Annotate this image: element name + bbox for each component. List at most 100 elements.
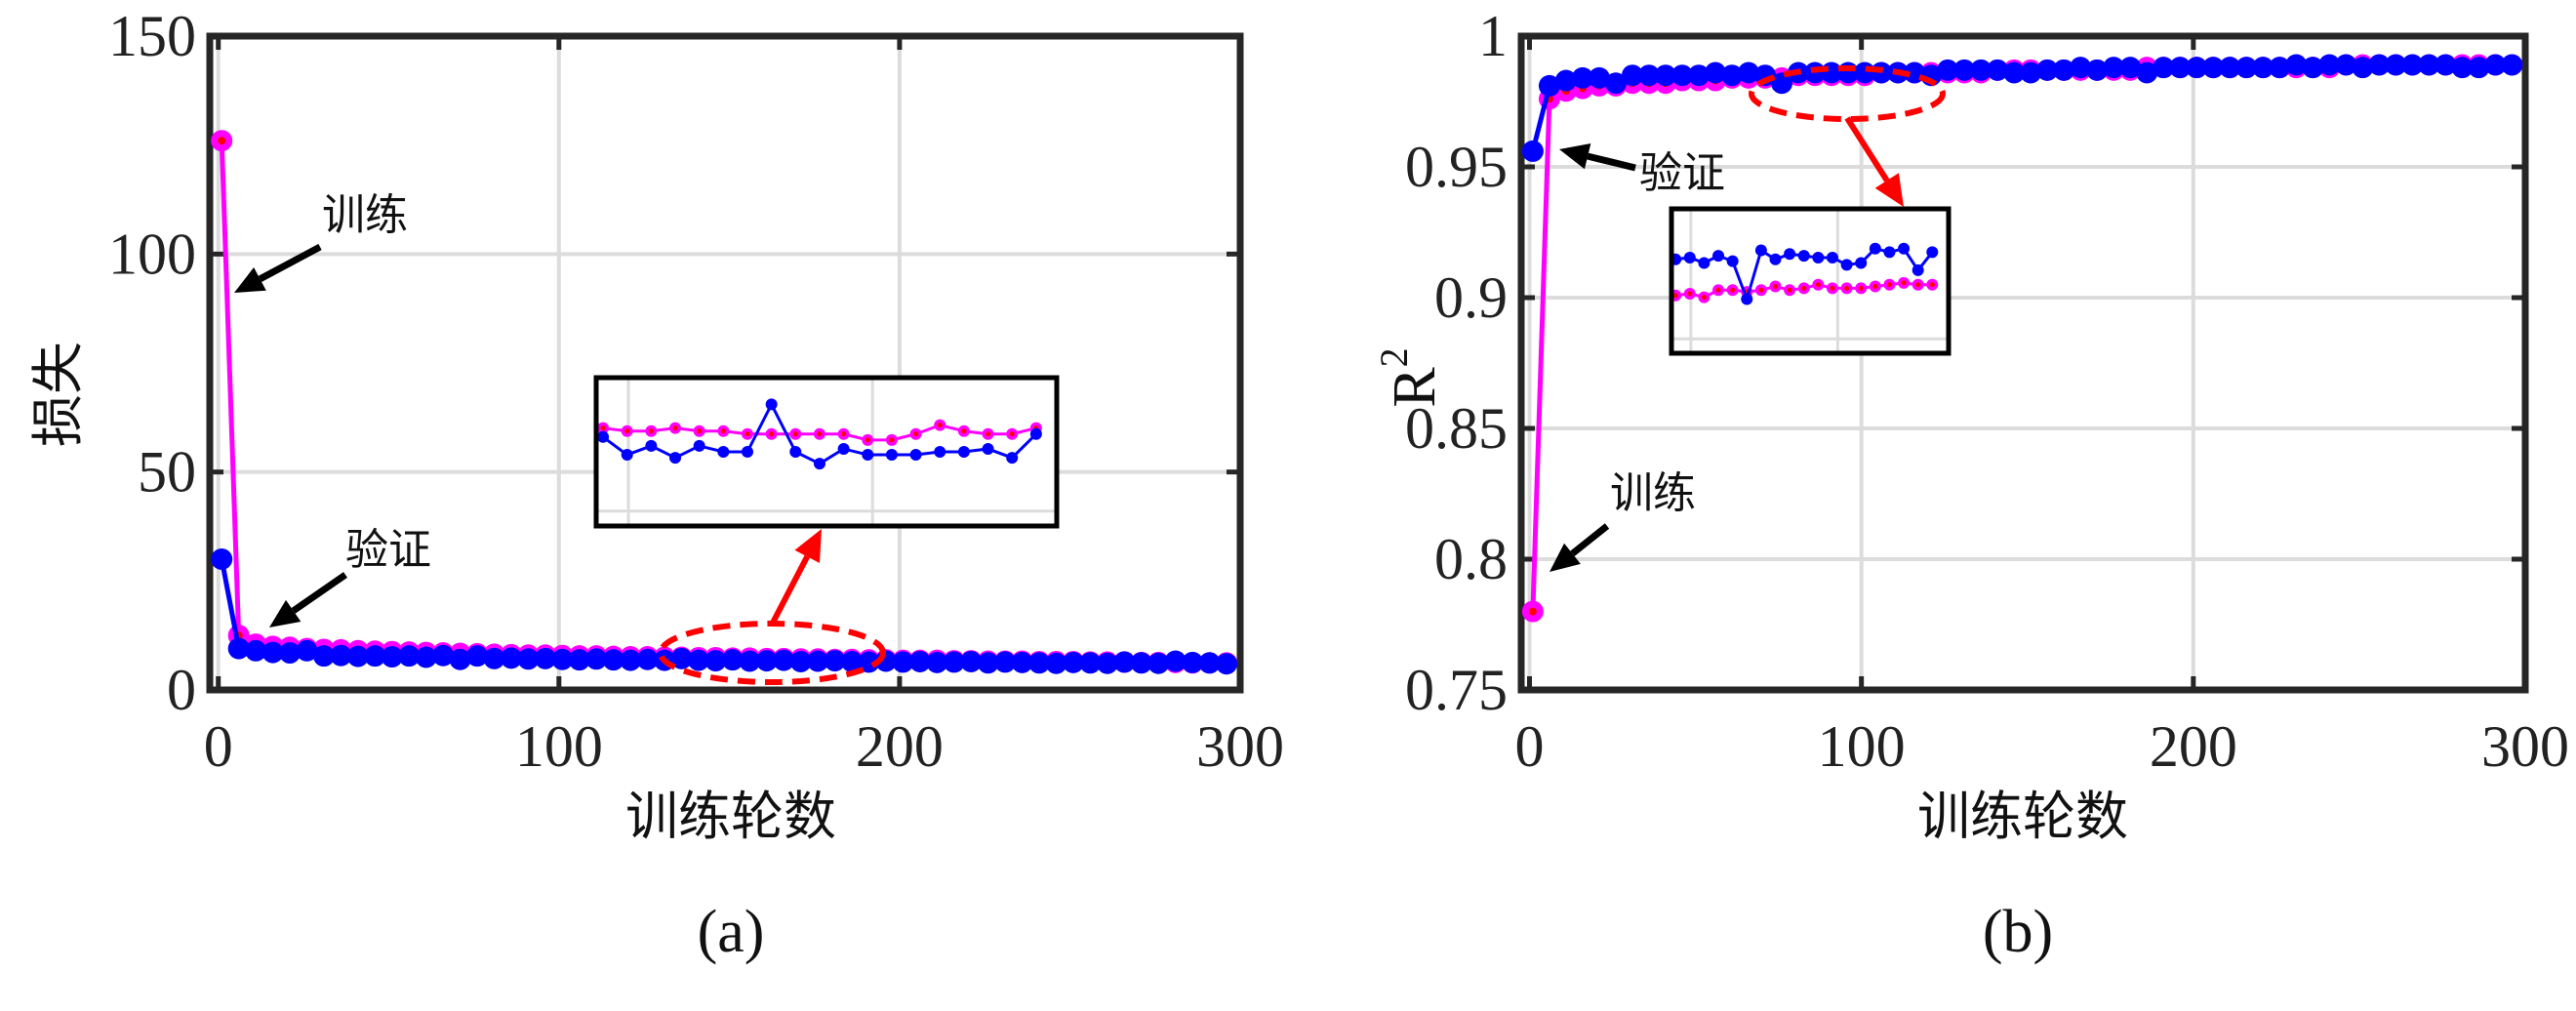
data-point-validation <box>2435 54 2457 76</box>
inset-point-validation <box>982 442 994 455</box>
data-point-validation <box>2269 57 2291 79</box>
inset-point-validation <box>1912 263 1924 276</box>
inset-area <box>596 378 1057 526</box>
data-point-validation <box>755 650 778 672</box>
chart-panel-b: 0 100 200 300 0.75 0.8 0.85 0.9 0.95 1 R2 训练轮数 (b) 验证… <box>1372 4 2569 965</box>
data-point-validation <box>2070 57 2092 79</box>
data-point-validation <box>2252 57 2274 79</box>
data-point-validation <box>908 650 931 672</box>
inset-point-validation <box>1898 242 1911 255</box>
inset-point-validation <box>813 458 825 470</box>
data-point-validation <box>994 651 1017 673</box>
inset-point-center-train <box>745 431 750 437</box>
x-tick-label: 300 <box>2481 714 2569 779</box>
inset-point-validation <box>1855 257 1868 269</box>
data-point-validation <box>2401 54 2424 76</box>
inset-point-center-train <box>817 431 823 437</box>
data-point-validation <box>500 647 522 669</box>
data-point-validation <box>227 637 250 660</box>
data-point-validation <box>1554 69 1577 92</box>
data-point-validation <box>1198 652 1221 674</box>
annotation-validation-b: 验证 <box>1639 148 1725 198</box>
data-point-validation <box>2103 57 2125 79</box>
data-point-validation <box>245 639 267 662</box>
inset-point-validation <box>1754 244 1767 257</box>
zoom-arrow-head <box>794 529 822 564</box>
annotation-train-a: 训练 <box>322 190 408 240</box>
data-point-validation <box>2136 61 2158 84</box>
data-point-validation <box>534 647 556 669</box>
y-tick-label: 0.75 <box>1405 658 1508 722</box>
inset-point-center-train <box>889 437 895 443</box>
inset-point-validation <box>1784 248 1796 261</box>
inset-point-validation <box>597 430 610 443</box>
inset-point-center-train <box>624 428 630 434</box>
inset-point-validation <box>934 446 946 458</box>
data-point-validation <box>892 651 914 673</box>
data-point-validation <box>2219 57 2241 79</box>
data-point-validation <box>2036 59 2059 81</box>
data-point-validation <box>1538 74 1560 97</box>
inset-point-validation <box>1029 427 1042 440</box>
inset-point-center-train <box>1830 285 1835 291</box>
inset-point-center-train <box>769 431 775 437</box>
inset-point-validation <box>885 449 898 462</box>
x-tick-label: 100 <box>1818 714 1906 779</box>
data-point-validation <box>1028 652 1051 674</box>
data-point-center-train <box>218 137 226 145</box>
data-point-validation <box>1571 66 1593 89</box>
data-point-validation <box>449 648 471 670</box>
inset-point-center-train <box>1915 282 1921 288</box>
annotation-arrow-validation-shaft <box>291 572 347 614</box>
data-point-validation <box>721 649 744 671</box>
plot-area <box>1521 36 2525 690</box>
inset-point-validation <box>669 452 682 465</box>
inset-point-validation <box>1006 452 1019 465</box>
data-point-validation <box>1130 652 1152 674</box>
data-point-validation <box>346 645 369 667</box>
data-point-validation <box>296 639 318 662</box>
data-point-validation <box>432 644 455 667</box>
inset-point-validation <box>1683 251 1696 263</box>
inset-point-validation <box>1698 257 1711 269</box>
inset-point-validation <box>1840 259 1853 271</box>
data-point-validation <box>2235 57 2258 79</box>
x-tick-label: 300 <box>1196 714 1284 779</box>
inset-point-validation <box>621 449 633 462</box>
data-point-validation <box>739 650 761 672</box>
data-point-validation <box>585 648 608 670</box>
data-point-validation <box>841 650 864 672</box>
inset-point-validation <box>1926 246 1939 259</box>
data-point-validation <box>1738 61 1760 84</box>
inset-point-center-train <box>1872 284 1878 290</box>
data-point-validation <box>330 644 352 667</box>
data-point-validation <box>1937 59 1959 81</box>
data-point-validation <box>517 648 540 670</box>
data-point-validation <box>807 650 829 672</box>
data-point-validation <box>789 650 812 672</box>
annotation-arrow-train-head <box>234 266 266 293</box>
inset-point-center-train <box>1701 295 1707 301</box>
inset-point-validation <box>789 446 802 458</box>
axes-box <box>1517 32 2529 694</box>
data-point-validation <box>960 650 983 672</box>
inset-point-validation <box>1826 251 1838 263</box>
data-point-validation <box>1113 651 1136 673</box>
data-point-validation <box>2119 57 2142 79</box>
y-tick-label: 0.95 <box>1405 135 1508 199</box>
zoom-arrow-shaft <box>1844 116 1890 182</box>
data-point-validation <box>620 649 642 671</box>
data-point-validation <box>2003 61 2026 84</box>
data-point-validation <box>977 652 999 674</box>
data-point-validation <box>1079 652 1102 674</box>
inset-point-center-train <box>1901 280 1907 286</box>
inset-point-validation <box>693 439 705 452</box>
inset-point-center-train <box>937 423 943 428</box>
data-point-validation <box>1062 651 1084 673</box>
data-point-validation <box>279 642 302 665</box>
inset-point-validation <box>1869 242 1881 255</box>
inset-point-validation <box>862 449 874 462</box>
data-point-validation <box>1521 140 1544 162</box>
ylabel-b-superscript: 2 <box>1372 347 1416 367</box>
